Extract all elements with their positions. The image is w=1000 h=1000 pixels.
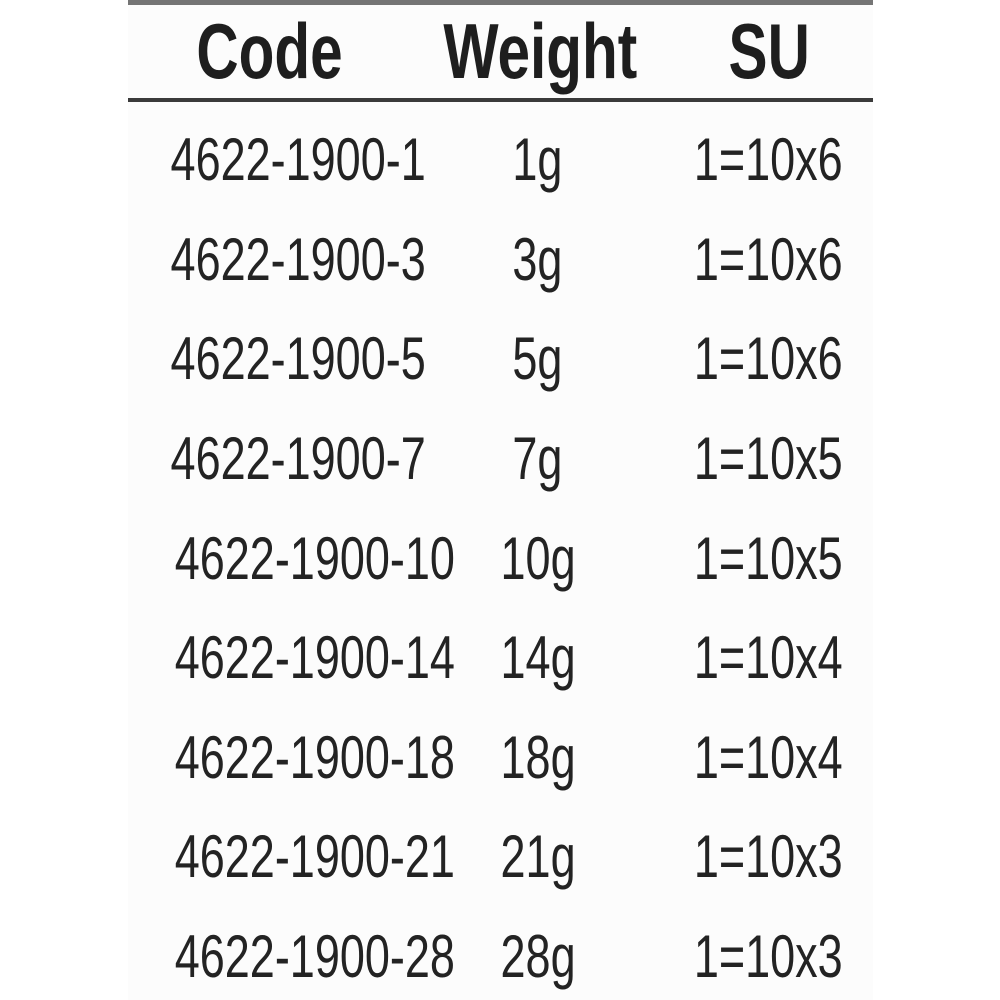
weight-value: 3g bbox=[512, 225, 563, 293]
table-row: 4622-1900-28 28g 1=10x3 bbox=[128, 907, 873, 1000]
su-value: 1=10x6 bbox=[694, 325, 844, 393]
code-value: 4622-1900-1 bbox=[170, 126, 426, 194]
code-value: 4622-1900-28 bbox=[174, 923, 455, 991]
table-row: 4622-1900-18 18g 1=10x4 bbox=[128, 708, 873, 808]
su-value: 1=10x6 bbox=[694, 225, 844, 293]
cell-weight: 21g bbox=[411, 822, 664, 891]
table-row: 4622-1900-5 5g 1=10x6 bbox=[128, 309, 873, 409]
cell-weight: 14g bbox=[411, 623, 664, 692]
header-label-su: SU bbox=[728, 7, 810, 95]
cell-weight: 5g bbox=[411, 324, 664, 393]
table-body: 4622-1900-1 1g 1=10x6 4622-1900-3 3g bbox=[128, 102, 873, 1000]
header-cell-weight: Weight bbox=[411, 6, 664, 97]
cell-code: 4622-1900-5 bbox=[128, 324, 426, 393]
cell-weight: 3g bbox=[411, 225, 664, 294]
code-value: 4622-1900-21 bbox=[174, 823, 455, 891]
table-row: 4622-1900-14 14g 1=10x4 bbox=[128, 608, 873, 708]
cell-su: 1=10x6 bbox=[664, 225, 873, 294]
cell-su: 1=10x6 bbox=[664, 324, 873, 393]
table-row: 4622-1900-1 1g 1=10x6 bbox=[128, 110, 873, 210]
weight-value: 5g bbox=[512, 325, 563, 393]
su-value: 1=10x4 bbox=[694, 624, 844, 692]
cell-su: 1=10x3 bbox=[664, 822, 873, 891]
table-header-row: Code Weight SU bbox=[128, 5, 873, 102]
product-spec-table: Code Weight SU 4622-1900-1 1g bbox=[128, 0, 873, 1000]
header-label-code: Code bbox=[196, 7, 343, 95]
cell-weight: 28g bbox=[411, 922, 664, 991]
cell-code: 4622-1900-1 bbox=[128, 125, 426, 194]
weight-value: 7g bbox=[512, 425, 563, 493]
weight-value: 28g bbox=[500, 923, 576, 991]
weight-value: 14g bbox=[500, 624, 576, 692]
cell-su: 1=10x5 bbox=[664, 424, 873, 493]
cell-code: 4622-1900-3 bbox=[128, 225, 426, 294]
header-label-weight: Weight bbox=[443, 7, 638, 95]
su-value: 1=10x6 bbox=[694, 126, 844, 194]
cell-weight: 18g bbox=[411, 723, 664, 792]
cell-code: 4622-1900-10 bbox=[128, 524, 455, 593]
header-cell-su: SU bbox=[664, 6, 873, 97]
code-value: 4622-1900-18 bbox=[174, 723, 455, 791]
weight-value: 10g bbox=[500, 524, 576, 592]
cell-weight: 10g bbox=[411, 524, 664, 593]
cell-code: 4622-1900-14 bbox=[128, 623, 455, 692]
cell-code: 4622-1900-7 bbox=[128, 424, 426, 493]
su-value: 1=10x5 bbox=[694, 524, 844, 592]
cell-su: 1=10x6 bbox=[664, 125, 873, 194]
cell-su: 1=10x4 bbox=[664, 723, 873, 792]
cell-code: 4622-1900-28 bbox=[128, 922, 455, 991]
su-value: 1=10x3 bbox=[694, 923, 844, 991]
weight-value: 1g bbox=[512, 126, 563, 194]
su-value: 1=10x4 bbox=[694, 723, 844, 791]
table-row: 4622-1900-10 10g 1=10x5 bbox=[128, 508, 873, 608]
code-value: 4622-1900-5 bbox=[170, 325, 426, 393]
top-rule-divider bbox=[128, 0, 873, 5]
cell-su: 1=10x3 bbox=[664, 922, 873, 991]
su-value: 1=10x3 bbox=[694, 823, 844, 891]
code-value: 4622-1900-14 bbox=[174, 624, 455, 692]
code-value: 4622-1900-3 bbox=[170, 225, 426, 293]
cell-weight: 1g bbox=[411, 125, 664, 194]
cell-weight: 7g bbox=[411, 424, 664, 493]
table-row: 4622-1900-21 21g 1=10x3 bbox=[128, 807, 873, 907]
cell-su: 1=10x5 bbox=[664, 524, 873, 593]
header-cell-code: Code bbox=[128, 6, 411, 97]
weight-value: 18g bbox=[500, 723, 576, 791]
table-row: 4622-1900-3 3g 1=10x6 bbox=[128, 210, 873, 310]
cell-su: 1=10x4 bbox=[664, 623, 873, 692]
table-row: 4622-1900-7 7g 1=10x5 bbox=[128, 409, 873, 509]
su-value: 1=10x5 bbox=[694, 425, 844, 493]
cell-code: 4622-1900-21 bbox=[128, 822, 455, 891]
code-value: 4622-1900-7 bbox=[170, 425, 426, 493]
weight-value: 21g bbox=[500, 823, 576, 891]
code-value: 4622-1900-10 bbox=[174, 524, 455, 592]
cell-code: 4622-1900-18 bbox=[128, 723, 455, 792]
